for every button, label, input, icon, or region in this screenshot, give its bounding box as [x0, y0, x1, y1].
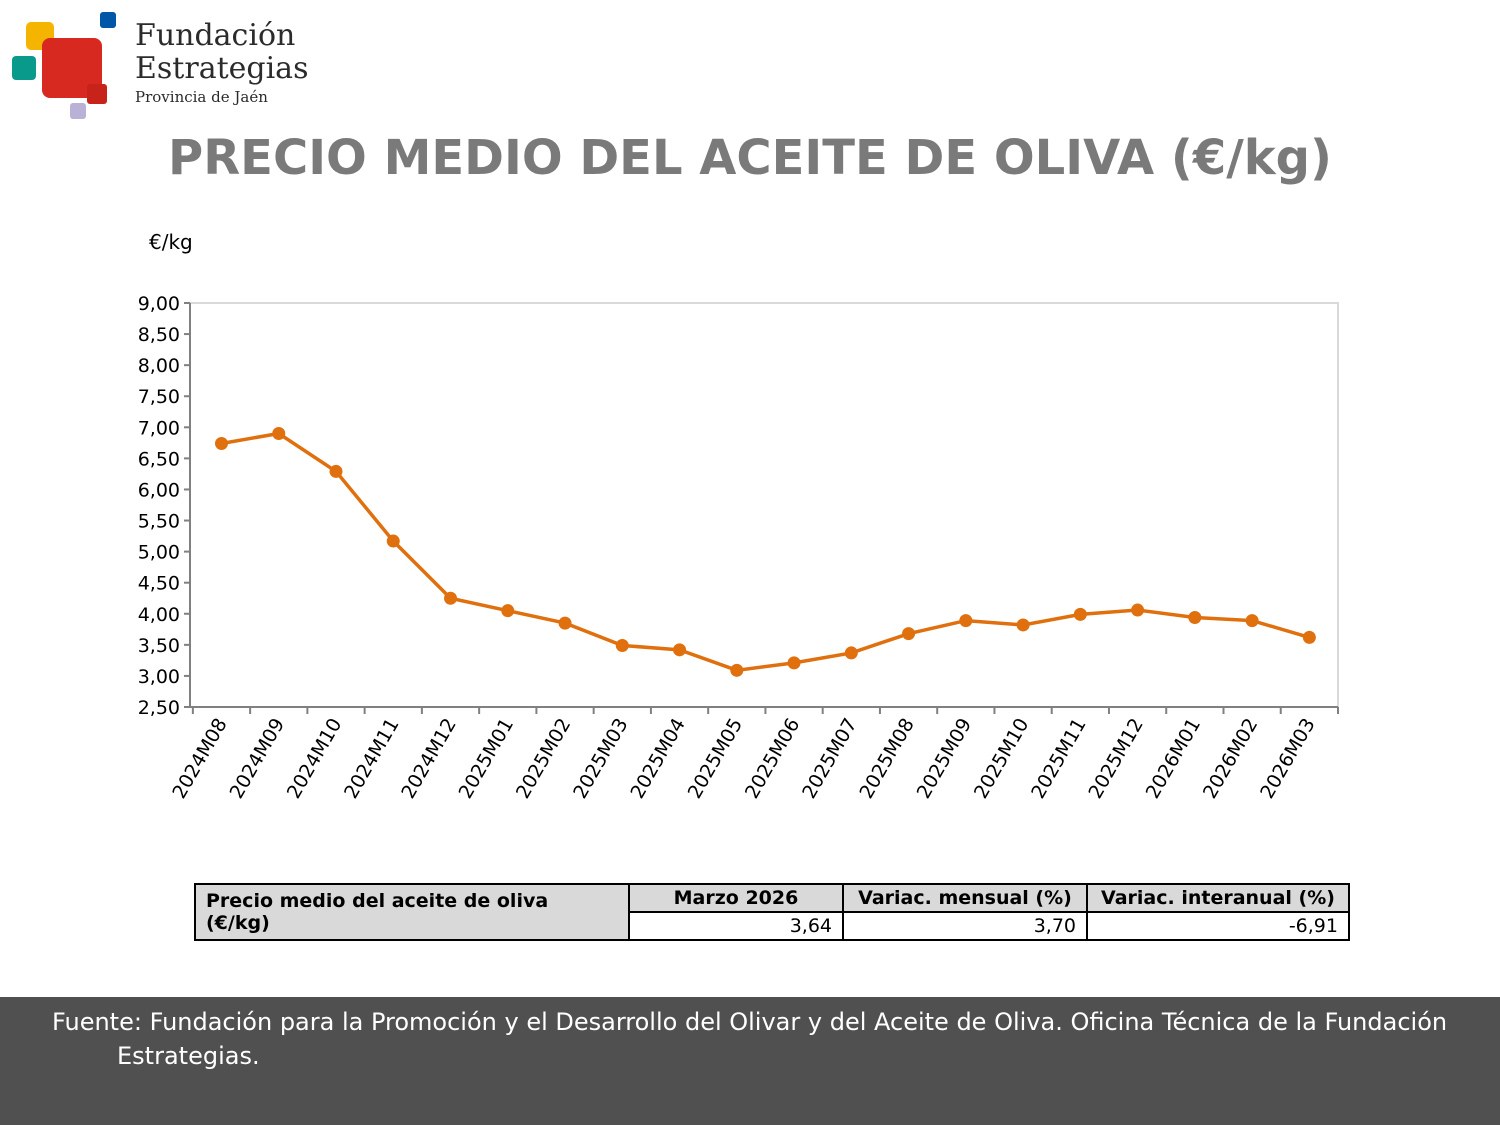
data-point [558, 616, 572, 630]
x-tick-label: 2024M12 [397, 715, 461, 803]
data-point [214, 436, 228, 450]
y-tick-label: 4,50 [138, 573, 180, 595]
data-point [1073, 607, 1087, 621]
x-tick-label: 2026M03 [1256, 715, 1320, 803]
data-point [615, 638, 629, 652]
series-line [221, 431, 1310, 673]
summary-header-row: Precio medio del aceite de oliva (€/kg) … [194, 883, 1350, 941]
logo-teal-square [12, 56, 36, 80]
y-tick-label: 9,00 [138, 293, 180, 315]
y-tick-label: 3,00 [138, 666, 180, 688]
x-tick-label: 2024M08 [168, 715, 232, 803]
data-point [272, 427, 286, 441]
logo-red-square [42, 38, 102, 98]
x-tick-label: 2025M09 [913, 715, 977, 803]
x-tick-label: 2024M10 [283, 715, 347, 803]
data-point [1131, 603, 1145, 617]
data-point [386, 534, 400, 548]
source-footer: Fuente: Fundación para la Promoción y el… [0, 997, 1500, 1125]
data-point [844, 646, 858, 660]
y-axis-ticks: 9,00 8,50 8,00 7,50 7,00 6,50 6,00 5,50 5,00 4,50… [138, 293, 190, 719]
y-tick-label: 4,00 [138, 604, 180, 626]
x-tick-label: 2026M02 [1199, 715, 1263, 803]
source-line2: Estrategias. [117, 1042, 260, 1070]
logo-subtitle: Provincia de Jaén [135, 88, 268, 106]
x-tick-label: 2025M02 [512, 715, 576, 803]
logo-mark-icon [12, 12, 116, 119]
series-points [214, 427, 1316, 677]
data-point [1016, 618, 1030, 632]
logo: Fundación Estrategias Provincia de Jaén [0, 0, 320, 125]
logo-name-line1: Fundación [135, 18, 296, 53]
y-tick-label: 3,50 [138, 635, 180, 657]
x-tick-label: 2024M11 [340, 715, 404, 803]
x-tick-label: 2025M07 [798, 715, 862, 803]
summary-value-row: 3,64 3,70 -6,91 [195, 911, 1350, 941]
y-tick-label: 2,50 [138, 697, 180, 719]
y-tick-label: 8,00 [138, 355, 180, 377]
data-point [673, 643, 687, 657]
summary-header-monthly-change: Variac. mensual (%) [842, 883, 1088, 913]
x-axis-ticks: 2024M082024M092024M102024M112024M122025M… [168, 707, 1339, 803]
y-tick-label: 5,00 [138, 542, 180, 564]
y-tick-label: 6,00 [138, 479, 180, 501]
data-point [959, 614, 973, 628]
logo-lilac-square [70, 103, 86, 119]
data-point [902, 627, 916, 641]
y-tick-label: 6,50 [138, 448, 180, 470]
source-text: Fuente: Fundación para la Promoción y el… [52, 1005, 1462, 1073]
x-tick-label: 2026M01 [1142, 715, 1206, 803]
x-tick-label: 2025M11 [1027, 715, 1091, 803]
data-point [787, 656, 801, 670]
x-tick-label: 2025M03 [569, 715, 633, 803]
data-point [1188, 610, 1202, 624]
data-point [501, 604, 515, 618]
summary-value-annual-change: -6,91 [1086, 911, 1350, 941]
summary-value-month: 3,64 [628, 911, 844, 941]
summary-row-label: Precio medio del aceite de oliva (€/kg) [194, 883, 630, 941]
source-line1: Fuente: Fundación para la Promoción y el… [52, 1008, 1448, 1036]
summary-value-monthly-change: 3,70 [842, 911, 1088, 941]
y-tick-label: 8,50 [138, 324, 180, 346]
y-tick-label: 5,50 [138, 511, 180, 533]
x-tick-label: 2025M10 [970, 715, 1034, 803]
y-tick-label: 7,00 [138, 417, 180, 439]
x-tick-label: 2025M08 [855, 715, 919, 803]
logo-name-line2: Estrategias [135, 51, 309, 86]
x-tick-label: 2025M01 [455, 715, 519, 803]
page-title: PRECIO MEDIO DEL ACEITE DE OLIVA (€/kg) [168, 130, 1332, 186]
y-tick-label: 7,50 [138, 386, 180, 408]
summary-header-month: Marzo 2026 [628, 883, 844, 913]
x-tick-label: 2025M12 [1084, 715, 1148, 803]
x-tick-label: 2025M04 [626, 715, 690, 803]
price-line-chart: €/kg 9,00 8,50 8,00 7,50 7,00 6,50 6,00 5,50 5,0… [138, 230, 1339, 803]
logo-small-red-square [87, 84, 107, 104]
data-point [444, 591, 458, 605]
data-point [730, 663, 744, 677]
y-axis-unit-label: €/kg [149, 230, 193, 254]
x-tick-label: 2025M06 [741, 715, 805, 803]
x-tick-label: 2025M05 [684, 715, 748, 803]
data-point [1245, 614, 1259, 628]
summary-table: Precio medio del aceite de oliva (€/kg) … [194, 883, 1350, 941]
data-point [1302, 630, 1316, 644]
logo-blue-square [100, 12, 116, 28]
x-tick-label: 2024M09 [226, 715, 290, 803]
summary-header-annual-change: Variac. interanual (%) [1086, 883, 1350, 913]
data-point [329, 464, 343, 478]
